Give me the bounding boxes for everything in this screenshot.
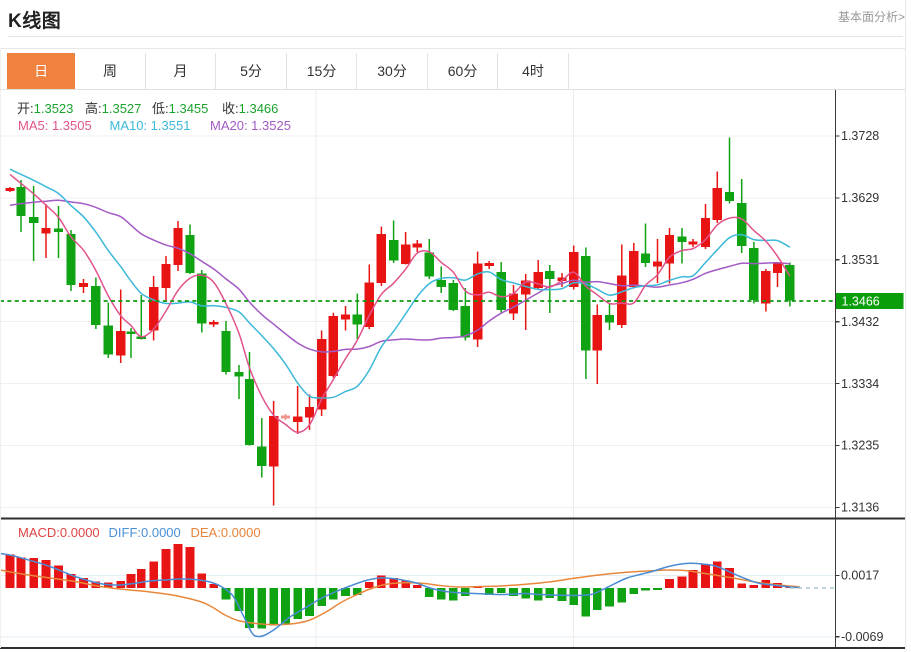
- svg-text:1.3531: 1.3531: [841, 253, 879, 267]
- svg-text:1.3334: 1.3334: [841, 377, 879, 391]
- svg-text:0.0017: 0.0017: [841, 569, 879, 583]
- svg-text:1.3432: 1.3432: [841, 315, 879, 329]
- svg-text:-0.0069: -0.0069: [841, 630, 883, 644]
- svg-text:1.3629: 1.3629: [841, 191, 879, 205]
- svg-text:1.3466: 1.3466: [842, 295, 880, 309]
- svg-text:1.3728: 1.3728: [841, 129, 879, 143]
- svg-text:1.3235: 1.3235: [841, 439, 879, 453]
- svg-text:1.3136: 1.3136: [841, 501, 879, 515]
